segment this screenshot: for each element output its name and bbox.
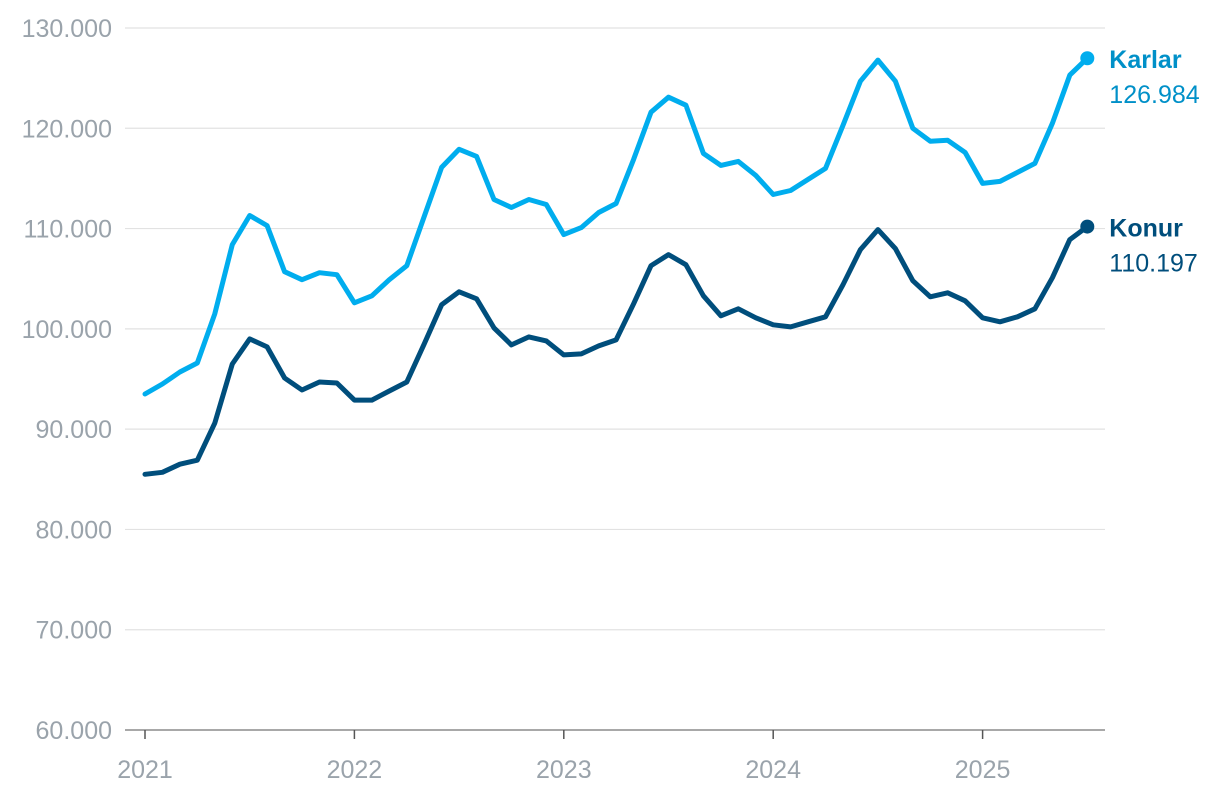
series-line-konur xyxy=(142,224,1090,477)
series-name-label: Karlar xyxy=(1109,46,1182,74)
x-tick-label: 2022 xyxy=(327,756,383,784)
y-tick-label: 110.000 xyxy=(23,216,112,244)
y-tick-label: 120.000 xyxy=(22,115,112,143)
series-lines xyxy=(142,51,1095,477)
series-line-karlar xyxy=(142,55,1090,397)
series-end-value: 126.984 xyxy=(1109,81,1199,109)
x-axis: 2021 2022 2023 2024 2025 xyxy=(117,730,1010,784)
x-tick-label: 2021 xyxy=(117,756,173,784)
x-tick-label: 2025 xyxy=(955,756,1011,784)
end-point-konur xyxy=(1080,219,1095,234)
y-tick-label: 90.000 xyxy=(36,416,112,444)
end-point-karlar xyxy=(1080,51,1095,66)
y-axis: 60.000 70.000 80.000 90.000 100.000 110.000 12… xyxy=(22,15,112,745)
y-tick-label: 130.000 xyxy=(22,15,112,43)
y-tick-label: 80.000 xyxy=(36,516,112,544)
y-tick-label: 70.000 xyxy=(36,617,112,645)
x-tick-label: 2023 xyxy=(536,756,592,784)
y-tick-label: 60.000 xyxy=(36,717,112,745)
series-end-value: 110.197 xyxy=(1109,250,1198,278)
x-tick-label: 2024 xyxy=(745,756,801,784)
end-labels: Karlar 126.984 Konur 110.197 xyxy=(1109,46,1199,277)
y-tick-label: 100.000 xyxy=(22,316,112,344)
series-name-label: Konur xyxy=(1109,215,1183,243)
grid-lines xyxy=(125,27,1105,731)
